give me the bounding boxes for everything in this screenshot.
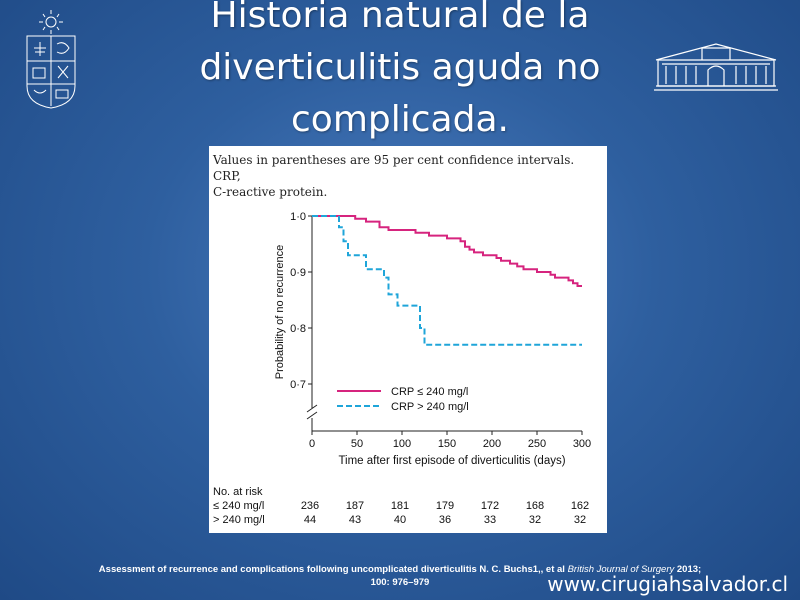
y-tick-label: 0·7 — [290, 379, 306, 391]
axis-break-mark — [306, 411, 318, 420]
x-tick-label: 0 — [309, 438, 315, 450]
series-line-1 — [312, 215, 582, 346]
website-url: www.cirugiahsalvador.cl — [547, 572, 788, 596]
risk-cell: 236 — [300, 500, 320, 512]
number-at-risk-table: No. at risk ≤ 240 mg/l 236 187 181 179 172 168… — [209, 484, 607, 530]
risk-cell: 33 — [483, 514, 497, 526]
axis-break-mark — [306, 404, 318, 413]
slide-title-line: Historia natural de la — [210, 0, 590, 36]
citation-line2: 100: 976–979 — [370, 577, 430, 588]
y-tick-label: 0·8 — [290, 323, 306, 335]
legend-label: CRP ≤ 240 mg/l — [391, 386, 468, 398]
x-axis-label: Time after first episode of diverticulit… — [338, 455, 565, 467]
y-tick-label: 0·9 — [290, 267, 306, 279]
caption-line: Values in parentheses are 95 per cent co… — [213, 153, 575, 183]
x-tick-label: 50 — [351, 438, 363, 450]
risk-cell: 44 — [303, 514, 317, 526]
y-tick-label: 1·0 — [290, 211, 306, 223]
risk-cell: 181 — [390, 500, 410, 512]
x-tick-label: 300 — [573, 438, 591, 450]
risk-cell: 187 — [345, 500, 365, 512]
legend-label: CRP > 240 mg/l — [391, 401, 469, 413]
risk-cell: 32 — [573, 514, 587, 526]
risk-cell: 179 — [435, 500, 455, 512]
figure-caption: Values in parentheses are 95 per cent co… — [213, 152, 593, 200]
risk-table-header: No. at risk — [213, 486, 263, 498]
risk-cell: 168 — [525, 500, 545, 512]
citation-text: Assessment of recurrence and complicatio… — [98, 564, 568, 575]
citation: Assessment of recurrence and complicatio… — [0, 563, 800, 589]
risk-row-label: ≤ 240 mg/l — [213, 500, 265, 512]
slide-title-line: complicada. — [291, 99, 509, 140]
caption-line: C-reactive protein. — [213, 185, 328, 199]
slide-title: Historia natural de la diverticulitis ag… — [150, 0, 650, 146]
risk-cell: 43 — [348, 514, 362, 526]
citation-journal: British Journal of Surgery — [567, 564, 675, 575]
university-crest-logo — [26, 10, 76, 109]
risk-cell: 162 — [570, 500, 590, 512]
x-tick-label: 200 — [483, 438, 501, 450]
series-line-0 — [312, 215, 582, 287]
citation-year: 2013; — [674, 564, 702, 575]
risk-cell: 40 — [393, 514, 407, 526]
x-tick-label: 100 — [393, 438, 411, 450]
risk-cell: 36 — [438, 514, 452, 526]
x-tick-label: 250 — [528, 438, 546, 450]
y-axis-label: Probability of no recurrence — [274, 245, 286, 380]
risk-cell: 32 — [528, 514, 542, 526]
kaplan-meier-chart: 1·0 0·9 0·8 0·7 0 50 100 150 200 250 300 Time after… — [274, 211, 591, 467]
survival-figure: Values in parentheses are 95 per cent co… — [209, 146, 607, 533]
x-tick-label: 150 — [438, 438, 456, 450]
risk-cell: 172 — [480, 500, 500, 512]
slide-title-line: diverticulitis aguda no — [199, 47, 601, 88]
risk-row-label: > 240 mg/l — [213, 514, 265, 526]
hospital-building-logo — [654, 43, 778, 91]
